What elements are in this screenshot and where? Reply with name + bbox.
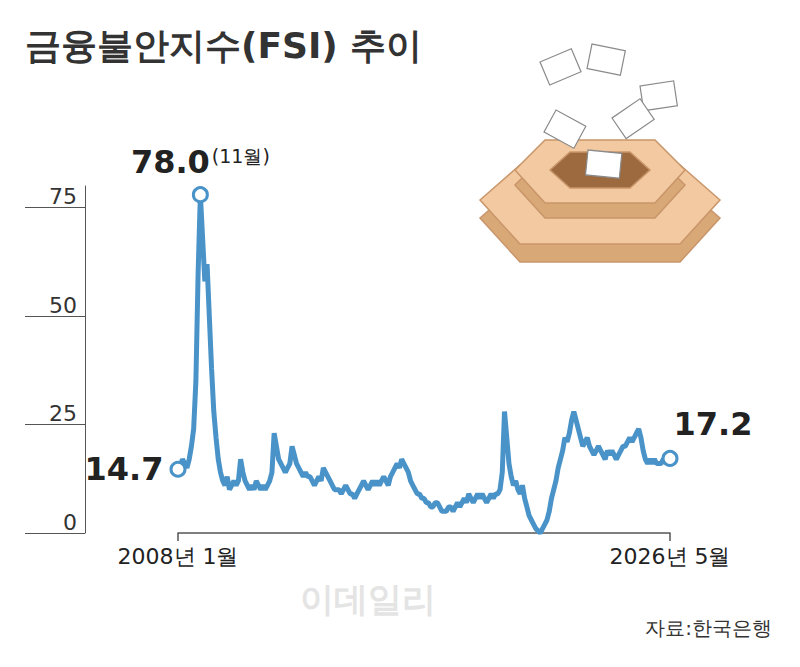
svg-text:14.7: 14.7 xyxy=(85,450,164,488)
svg-text:2026년 5월: 2026년 5월 xyxy=(610,544,731,569)
svg-text:(11월): (11월) xyxy=(212,145,270,167)
svg-text:78.0: 78.0 xyxy=(131,143,210,181)
svg-text:75: 75 xyxy=(49,184,77,209)
svg-text:17.2: 17.2 xyxy=(674,405,753,443)
svg-text:25: 25 xyxy=(49,401,77,426)
svg-text:50: 50 xyxy=(49,293,77,318)
svg-text:이데일리: 이데일리 xyxy=(300,579,436,619)
svg-text:자료:한국은행: 자료:한국은행 xyxy=(645,616,772,640)
svg-text:0: 0 xyxy=(63,510,77,535)
svg-text:2008년 1월: 2008년 1월 xyxy=(118,544,239,569)
svg-text:금융불안지수(FSI) 추이: 금융불안지수(FSI) 추이 xyxy=(25,25,422,66)
